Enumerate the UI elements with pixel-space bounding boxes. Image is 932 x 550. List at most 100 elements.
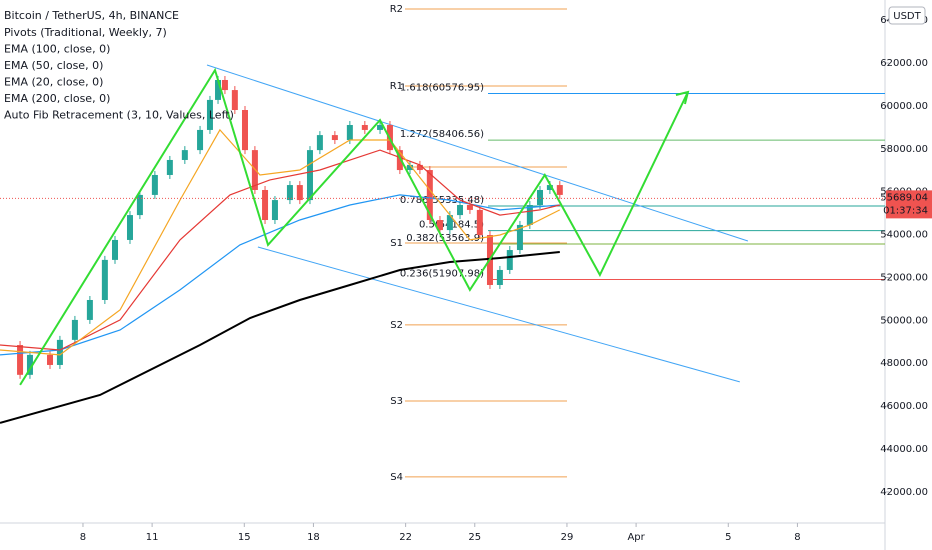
pivot-label: S4: [390, 472, 403, 483]
candle: [516, 224, 523, 251]
candle: [112, 239, 119, 260]
candle: [346, 125, 353, 141]
candle: [215, 79, 222, 100]
candle: [466, 204, 473, 210]
legend-entry: EMA (50, close, 0): [4, 59, 103, 72]
candle: [17, 345, 24, 375]
x-tick-label: 29: [561, 532, 574, 543]
x-tick-label: 25: [468, 532, 481, 543]
y-tick-label: 62000.00: [880, 58, 928, 69]
fib-label: 0.382(53563.9): [406, 233, 484, 244]
chart-title: Bitcoin / TetherUS, 4h, BINANCE: [4, 9, 179, 22]
candle: [446, 215, 453, 231]
x-tick-label: 5: [725, 532, 731, 543]
candle: [331, 135, 338, 141]
candle: [126, 215, 133, 240]
candle: [396, 150, 403, 171]
zigzag: [19, 67, 689, 386]
plot-area: R2 R1 S1 S2 S3 S4 1.618(60576.95) 1.272(58406.5…: [0, 4, 885, 483]
ema-line: [0, 149, 560, 351]
x-tick-label: 22: [399, 532, 412, 543]
y-tick-label: 58000.00: [880, 144, 928, 155]
candle: [546, 185, 553, 190]
candle: [197, 129, 204, 151]
pivot-label: R2: [390, 4, 403, 15]
pivot-label: S1: [390, 238, 403, 249]
x-tick-label: 18: [307, 532, 320, 543]
fib-label: 1.272(58406.56): [400, 129, 484, 140]
candle: [86, 299, 93, 320]
candle: [361, 125, 368, 130]
ema-line: [0, 128, 561, 356]
x-tick-label: 8: [80, 532, 86, 543]
last-price-label: 55689.04: [880, 192, 928, 203]
x-tick-label: 8: [794, 532, 800, 543]
fib-label: 1.618(60576.95): [400, 83, 484, 94]
candle: [536, 189, 543, 205]
candle: [241, 110, 248, 151]
candle: [296, 185, 303, 201]
y-tick-label: 44000.00: [880, 444, 928, 455]
candle: [526, 204, 533, 225]
candle: [26, 354, 33, 375]
channel-line: [257, 246, 740, 383]
candle: [436, 220, 443, 231]
y-tick-label: 54000.00: [880, 230, 928, 241]
last-price-box: [886, 190, 932, 219]
candle: [377, 125, 384, 130]
legend-entry: Auto Fib Retracement (3, 10, Values, Lef…: [4, 109, 234, 122]
ema-line: [0, 194, 560, 356]
candle: [457, 204, 464, 216]
candle: [262, 189, 269, 221]
candle: [316, 135, 323, 151]
legend-entry: EMA (100, close, 0): [4, 43, 110, 56]
pivot-label: R1: [390, 81, 403, 92]
legend-entry: Pivots (Traditional, Weekly, 7): [4, 26, 167, 39]
currency: USDT: [893, 11, 921, 22]
legend-entry: EMA (200, close, 0): [4, 92, 110, 105]
y-tick-label: 42000.00: [880, 487, 928, 498]
candle: [221, 79, 228, 91]
candle: [181, 150, 188, 160]
candle: [166, 159, 173, 175]
candle: [556, 185, 563, 195]
candle: [286, 185, 293, 201]
currency-box: [888, 6, 926, 25]
candle: [506, 250, 513, 270]
candle: [206, 99, 213, 130]
candle: [426, 170, 433, 221]
legend-entry: EMA (20, close, 0): [4, 76, 103, 89]
candle: [496, 269, 503, 285]
candle: [416, 164, 423, 171]
candle: [407, 164, 414, 171]
y-tick-label: 60000.00: [880, 101, 928, 112]
candle: [151, 174, 158, 195]
candle: [476, 209, 483, 236]
candle: [101, 259, 108, 300]
zigzag-arrow: [675, 90, 690, 105]
candle: [47, 354, 54, 365]
y-tick-label: 48000.00: [880, 358, 928, 369]
y-tick-label: 46000.00: [880, 401, 928, 412]
fib-label: 0.236(51907.98): [400, 268, 484, 279]
pivot-label: S2: [390, 320, 403, 331]
candle: [271, 200, 278, 221]
x-tick-label: 11: [146, 532, 159, 543]
countdown: 01:37:34: [883, 205, 928, 216]
candle: [71, 319, 78, 340]
y-tick-label: 52000.00: [880, 272, 928, 283]
pivot-label: S3: [390, 396, 403, 407]
candle: [136, 194, 143, 216]
x-tick-label: 15: [238, 532, 251, 543]
candle: [56, 339, 63, 365]
overlay: Bitcoin / TetherUS, 4h, BINANCE 42000.00…: [4, 6, 932, 543]
channel-line: [206, 64, 749, 242]
fib-label: 0.786(55335.48): [400, 195, 484, 206]
candle: [306, 150, 313, 201]
candle: [231, 90, 238, 111]
ema-line: [0, 251, 560, 424]
y-tick-label: 50000.00: [880, 315, 928, 326]
x-tick-label: Apr: [627, 532, 645, 543]
